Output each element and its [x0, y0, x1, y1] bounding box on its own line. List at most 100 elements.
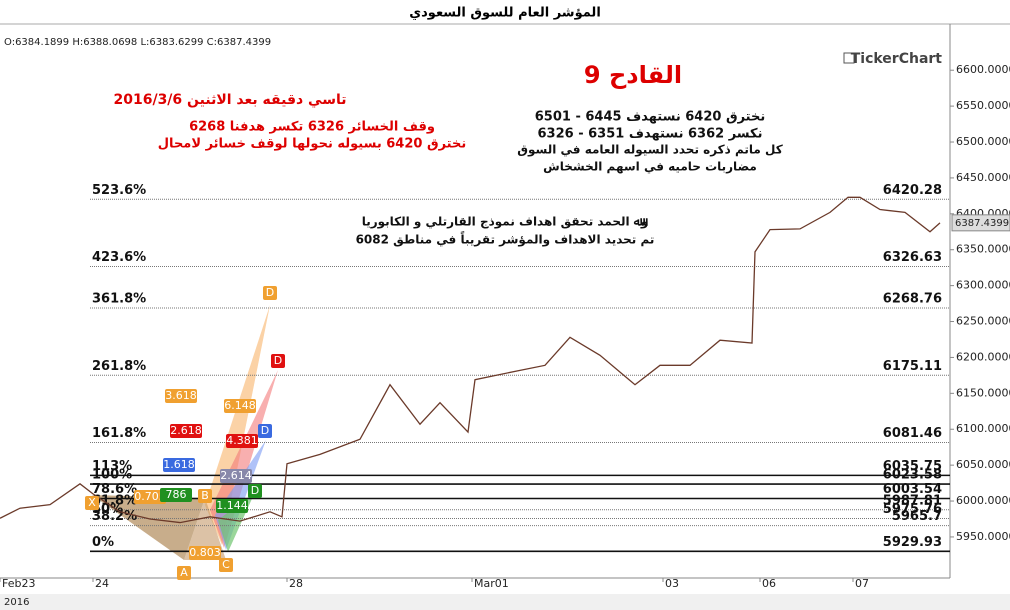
y-tick-label: 6050.0000: [956, 458, 1010, 471]
pattern-label-box: [258, 424, 272, 438]
last-price-box: [951, 214, 1010, 232]
x-tick-label: 07: [855, 577, 869, 590]
level-label: 78.6%: [92, 482, 137, 497]
last-price-label: 6387.4399: [955, 218, 1009, 229]
pattern-label-box: [220, 469, 252, 483]
level-value: 6035.75: [883, 459, 942, 474]
ohlc: O:6384.1899 H:6388.0698 L:6383.6299 C:63…: [4, 37, 271, 48]
annotation: تاسي دقيقه بعد الاثنين 2016/3/6: [113, 92, 346, 108]
y-tick-label: 6100.0000: [956, 422, 1010, 435]
pattern-label-box: [163, 458, 195, 472]
level-label: 61.8%: [92, 493, 137, 508]
level-value: 6023.58: [883, 468, 942, 483]
level-label: 523.6%: [92, 183, 146, 198]
pattern-label-box: [271, 354, 285, 368]
annotation: القادح 9: [584, 61, 682, 89]
pattern-label-box: [160, 488, 192, 502]
year-label: 2016: [4, 597, 29, 608]
level-label: 361.8%: [92, 292, 146, 307]
pattern-label-box: [189, 546, 221, 560]
pattern-label: 1.618: [163, 458, 195, 471]
x-tick-label: 06: [762, 577, 776, 590]
y-tick-label: 6300.0000: [956, 279, 1010, 292]
annotation: نخترق 6420 نستهدف 6445 - 6501: [535, 110, 765, 125]
level-label: 113%: [92, 459, 132, 474]
pattern-label: D: [274, 354, 282, 367]
y-tick-label: 6350.0000: [956, 243, 1010, 256]
logo-icon: [843, 52, 855, 64]
level-label: 261.8%: [92, 359, 146, 374]
level-value: 6175.11: [883, 359, 942, 374]
pattern-fan: [205, 305, 270, 545]
level-value: 6081.46: [883, 426, 942, 441]
pattern-label-box: [224, 399, 256, 413]
pattern-label-box: [263, 286, 277, 300]
pattern-label-box: [219, 558, 233, 572]
pattern-label-box: [134, 490, 166, 504]
pattern-label: 1.144: [216, 499, 248, 512]
harmonic-patterns: [92, 305, 278, 560]
pattern-label-box: [216, 499, 248, 513]
pattern-label: 2.614: [220, 469, 252, 482]
pattern-label-box: [85, 496, 99, 510]
pattern-label: D: [266, 286, 274, 299]
x-tick-label: 03: [665, 577, 679, 590]
annotation: كل ماتم ذكره تحدد السيوله العامه في السو…: [517, 143, 782, 158]
pattern-label: 2.618: [170, 424, 202, 437]
pattern-label-box: [248, 484, 262, 498]
pattern-label-box: [198, 489, 212, 503]
pattern-label-box: [170, 424, 202, 438]
pattern-label: 786: [166, 488, 187, 501]
y-tick-label: 6600.0000: [956, 63, 1010, 76]
price-line: [0, 196, 941, 524]
level-label: 0%: [92, 535, 114, 550]
x-tick-label: 24: [95, 577, 109, 590]
y-tick-label: 6450.0000: [956, 171, 1010, 184]
x-tick-label: Mar01: [474, 577, 509, 590]
pattern-label: C: [222, 558, 230, 571]
pattern-label: D: [261, 424, 269, 437]
level-value: 6268.76: [883, 292, 942, 307]
pattern-label: 0.803: [189, 546, 221, 559]
pattern-label: 0.705: [134, 490, 166, 503]
annotation: مضاربات حاميه في اسهم الخشخاش: [543, 160, 757, 174]
y-tick-label: 6250.0000: [956, 315, 1010, 328]
y-tick-label: 5950.0000: [956, 530, 1010, 543]
level-label: 161.8%: [92, 426, 146, 441]
pattern-label: 3.618: [165, 389, 197, 402]
level-value: 5987.81: [883, 493, 942, 508]
chart-title: المؤشر العام للسوق السعودي: [409, 6, 601, 21]
pattern-label: D: [251, 484, 259, 497]
level-value: 5929.93: [883, 535, 942, 550]
pattern-label: X: [88, 496, 96, 509]
pattern-label-box: [177, 566, 191, 580]
level-value: 5965.7: [892, 509, 942, 524]
level-value: 6420.28: [883, 183, 942, 198]
level-label: 50%: [92, 502, 123, 517]
watermark: TickerChart: [851, 51, 943, 67]
level-value: 6326.63: [883, 250, 942, 265]
y-tick-label: 6000.0000: [956, 494, 1010, 507]
level-value: 5975.76: [883, 502, 942, 517]
level-value: 6003.54: [883, 482, 942, 497]
x-tick-label: Feb23: [2, 577, 35, 590]
y-tick-label: 6550.0000: [956, 99, 1010, 112]
y-tick-label: 6200.0000: [956, 350, 1010, 363]
pattern-label: 4.381: [226, 434, 258, 447]
level-label: 423.6%: [92, 250, 146, 265]
annotation: نخترق 6420 بسيوله نحولها لوقف خسائر لامح…: [158, 137, 466, 152]
pattern-label: 6.148: [224, 399, 256, 412]
pattern-label: B: [201, 489, 209, 502]
annotation: تم تحديد الاهداف والمؤشر تقريباً في مناط…: [356, 231, 655, 248]
level-label: 38.2%: [92, 509, 137, 524]
pattern-label-box: [226, 434, 258, 448]
pattern-label-box: [165, 389, 197, 403]
x-tick-label: 28: [289, 577, 303, 590]
pattern-abc: [184, 498, 226, 560]
annotation: وﷲ الحمد تحقق اهداف نموذج القارتلي و الك…: [362, 215, 649, 230]
footer: [0, 594, 1010, 610]
y-tick-label: 6150.0000: [956, 386, 1010, 399]
annotation: نكسر 6362 نستهدف 6351 - 6326: [538, 127, 763, 142]
pattern-label: A: [180, 566, 188, 579]
